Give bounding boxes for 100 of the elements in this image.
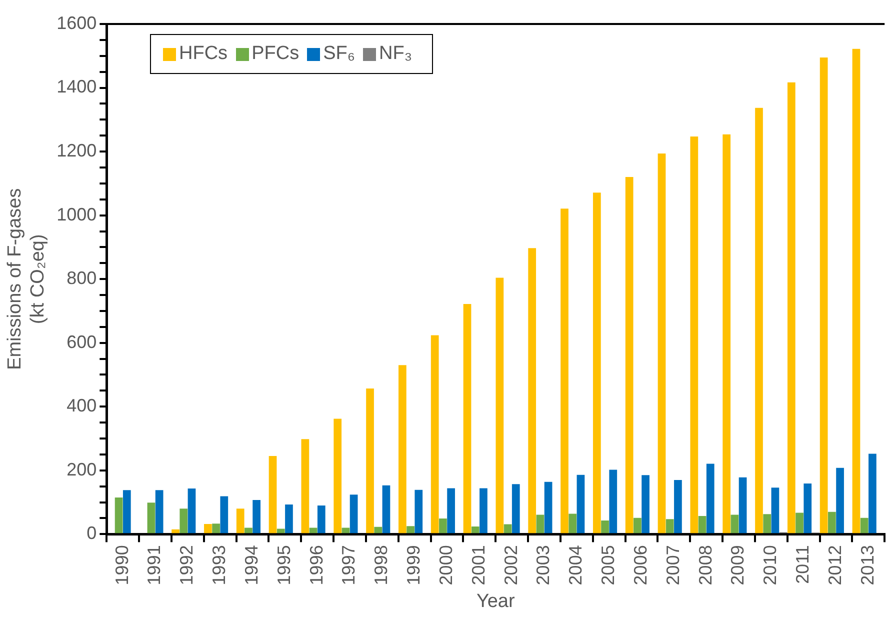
bar — [374, 526, 382, 534]
bar — [122, 490, 131, 534]
bar — [738, 477, 747, 534]
legend-label: PFCs — [252, 43, 300, 65]
bar — [536, 514, 544, 534]
bar — [666, 519, 674, 534]
bar — [674, 480, 682, 534]
bar — [568, 514, 577, 534]
x-tick-label: 2004 — [566, 545, 586, 586]
x-tick-label: 1991 — [144, 545, 164, 586]
bar — [268, 456, 277, 534]
bar — [836, 468, 844, 534]
bar — [868, 454, 876, 534]
bar — [576, 474, 585, 534]
y-tick-label: 1200 — [56, 140, 97, 161]
bar — [512, 484, 520, 534]
bar — [698, 516, 706, 534]
bar — [658, 153, 666, 534]
bar — [366, 388, 374, 534]
bar — [447, 488, 455, 534]
bar — [334, 418, 342, 534]
x-tick-label: 1993 — [209, 545, 230, 586]
y-tick-label: 0 — [86, 523, 97, 544]
x-tick-label: 2008 — [695, 545, 716, 586]
bar — [852, 48, 860, 534]
x-tick-label: 1992 — [176, 545, 197, 586]
bar — [155, 490, 164, 534]
x-tick-label: 2007 — [662, 545, 683, 586]
bar — [763, 514, 772, 534]
bar — [820, 57, 828, 534]
bar — [244, 528, 252, 534]
bar — [172, 529, 180, 534]
bar — [317, 505, 326, 534]
bar — [147, 502, 156, 534]
y-tick-label: 400 — [66, 396, 97, 416]
x-tick-label: 1997 — [338, 545, 359, 586]
bar — [252, 500, 260, 534]
bar — [601, 520, 609, 534]
bar — [796, 512, 804, 534]
bar — [382, 485, 390, 534]
bar — [212, 524, 220, 534]
bar — [471, 526, 480, 534]
bar — [690, 136, 698, 534]
bar — [592, 192, 601, 534]
y-axis-title: Emissions of F-gases (kt CO₂eq) — [4, 188, 48, 370]
x-tick-label: 1998 — [371, 545, 392, 586]
bar — [439, 518, 447, 534]
y-tick-label: 1400 — [56, 76, 97, 97]
bar — [480, 488, 488, 534]
x-tick-label: 2002 — [500, 545, 521, 586]
bar — [414, 490, 423, 534]
bar — [204, 524, 212, 534]
bar — [642, 475, 650, 534]
legend-label: NF₃ — [379, 43, 412, 65]
legend-label: SF₆ — [323, 43, 356, 65]
bar — [236, 508, 244, 534]
x-tick-label: 2003 — [533, 545, 554, 586]
bar — [544, 482, 552, 534]
bar — [406, 526, 414, 534]
bar — [804, 483, 812, 534]
x-tick-label: 1994 — [241, 545, 262, 586]
bar — [625, 177, 634, 534]
y-tick-label: 1600 — [56, 12, 97, 33]
x-tick-label: 2012 — [824, 545, 845, 586]
bar — [180, 508, 188, 534]
bar — [755, 108, 763, 534]
y-tick-label: 200 — [66, 459, 97, 480]
bar — [350, 494, 358, 534]
bar — [771, 488, 780, 534]
bar — [828, 512, 836, 534]
y-tick-label: 800 — [66, 268, 97, 288]
x-tick-label: 2001 — [468, 545, 488, 586]
bar — [730, 514, 739, 534]
x-tick-label: 2005 — [598, 545, 618, 586]
bar — [787, 82, 796, 534]
bar — [528, 248, 536, 534]
x-tick-label: 2009 — [728, 545, 748, 586]
x-axis-title: Year — [476, 590, 516, 612]
bar — [276, 528, 285, 534]
x-tick-label: 1995 — [274, 545, 294, 586]
bar — [860, 518, 868, 534]
bar — [220, 496, 228, 534]
bar — [634, 518, 642, 534]
bar — [560, 208, 568, 534]
bar — [463, 304, 472, 534]
bar — [609, 470, 618, 534]
bar — [722, 134, 731, 534]
x-tick-label: 1999 — [404, 545, 424, 586]
bar — [285, 504, 293, 534]
bar — [114, 497, 123, 534]
y-tick-label: 1000 — [56, 204, 97, 224]
x-tick-label: 2000 — [436, 545, 456, 586]
x-tick-label: 1996 — [306, 545, 326, 586]
bar — [430, 335, 439, 534]
bar — [188, 488, 196, 534]
y-tick-label: 600 — [66, 332, 97, 352]
x-tick-label: 2006 — [630, 545, 650, 586]
bar — [706, 464, 714, 534]
bar — [301, 439, 310, 534]
bar — [496, 278, 504, 534]
